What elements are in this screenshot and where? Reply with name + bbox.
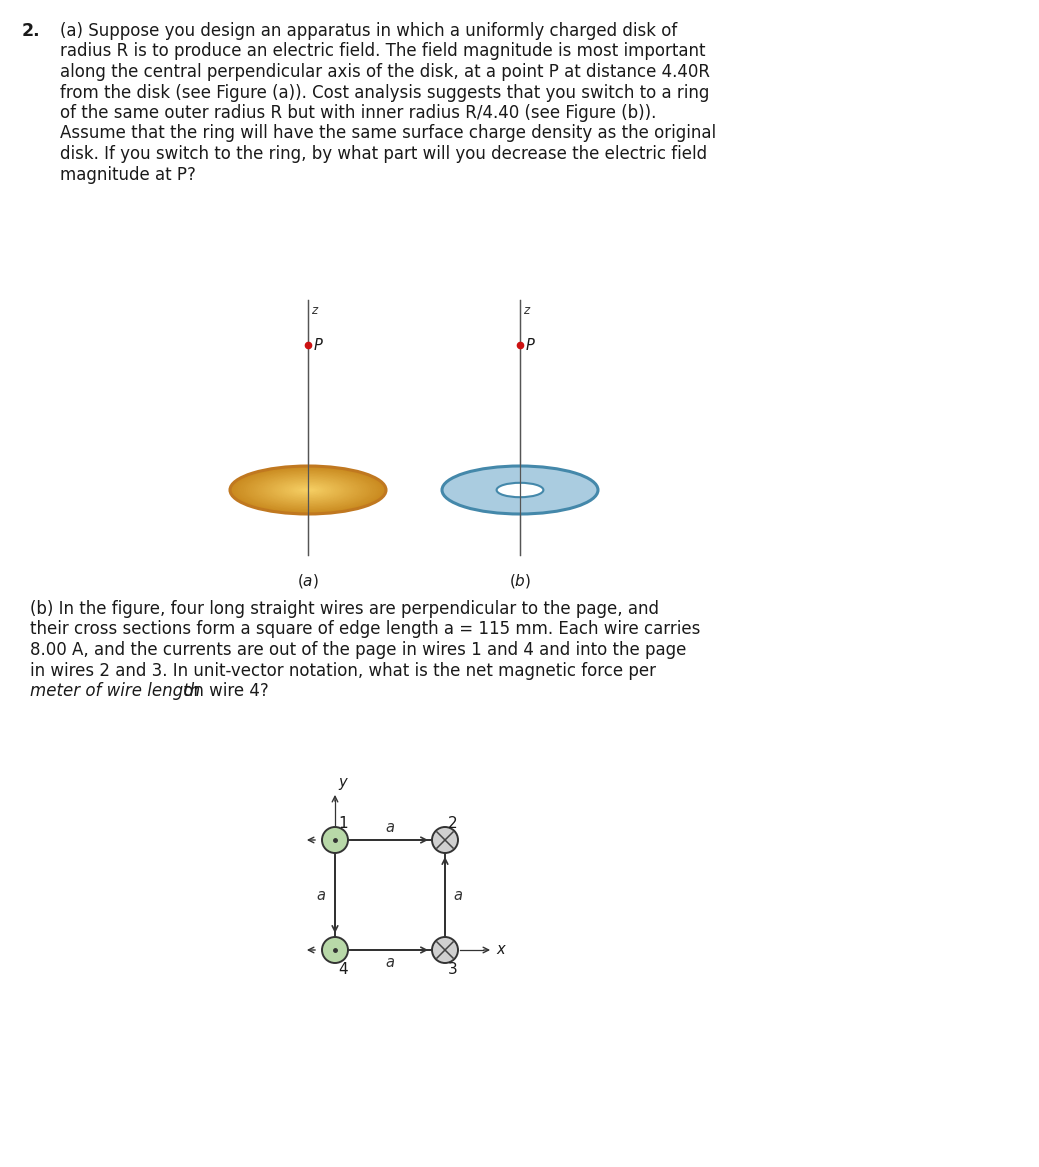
- Text: meter of wire length: meter of wire length: [30, 682, 201, 700]
- Ellipse shape: [254, 473, 363, 506]
- Text: 2: 2: [448, 816, 457, 831]
- Ellipse shape: [263, 476, 353, 504]
- Text: (b) In the figure, four long straight wires are perpendicular to the page, and: (b) In the figure, four long straight wi…: [30, 600, 659, 619]
- Ellipse shape: [242, 469, 374, 510]
- Text: along the central perpendicular axis of the disk, at a point P at distance 4.40R: along the central perpendicular axis of …: [60, 63, 710, 81]
- Ellipse shape: [267, 477, 349, 503]
- Ellipse shape: [249, 471, 367, 508]
- Ellipse shape: [276, 481, 339, 499]
- Text: P: P: [314, 337, 323, 352]
- Text: y: y: [338, 775, 347, 790]
- Ellipse shape: [302, 488, 314, 491]
- Text: a: a: [385, 955, 395, 970]
- Ellipse shape: [281, 482, 336, 498]
- Text: 1: 1: [338, 816, 348, 831]
- Ellipse shape: [278, 481, 338, 499]
- Ellipse shape: [497, 483, 543, 497]
- Ellipse shape: [298, 487, 318, 492]
- Ellipse shape: [256, 474, 361, 506]
- Text: 8.00 A, and the currents are out of the page in wires 1 and 4 and into the page: 8.00 A, and the currents are out of the …: [30, 641, 687, 659]
- Circle shape: [322, 937, 348, 963]
- Text: of the same outer radius R but with inner radius R/4.40 (see Figure (b)).: of the same outer radius R but with inne…: [60, 104, 657, 123]
- Text: x: x: [496, 943, 505, 957]
- Text: 3: 3: [448, 963, 458, 978]
- Ellipse shape: [244, 470, 372, 510]
- Ellipse shape: [236, 468, 380, 512]
- Ellipse shape: [442, 466, 598, 513]
- Ellipse shape: [238, 468, 378, 511]
- Ellipse shape: [247, 471, 369, 509]
- Ellipse shape: [285, 483, 331, 497]
- Text: $(b)$: $(b)$: [509, 572, 531, 591]
- Text: from the disk (see Figure (a)). Cost analysis suggests that you switch to a ring: from the disk (see Figure (a)). Cost ana…: [60, 84, 710, 102]
- Ellipse shape: [234, 467, 382, 512]
- Text: a: a: [453, 887, 462, 902]
- Text: their cross sections form a square of edge length a = 115 mm. Each wire carries: their cross sections form a square of ed…: [30, 621, 700, 638]
- Ellipse shape: [258, 475, 358, 505]
- Text: radius R is to produce an electric field. The field magnitude is most important: radius R is to produce an electric field…: [60, 42, 705, 61]
- Ellipse shape: [240, 469, 376, 511]
- Ellipse shape: [273, 480, 343, 501]
- Ellipse shape: [265, 477, 351, 503]
- Text: z: z: [311, 303, 317, 317]
- Ellipse shape: [269, 478, 347, 502]
- Text: in wires 2 and 3. In unit-vector notation, what is the net magnetic force per: in wires 2 and 3. In unit-vector notatio…: [30, 662, 656, 679]
- Text: P: P: [526, 337, 535, 352]
- Circle shape: [432, 827, 458, 853]
- Ellipse shape: [271, 478, 345, 502]
- Text: z: z: [523, 303, 529, 317]
- Ellipse shape: [307, 489, 310, 490]
- Circle shape: [322, 827, 348, 853]
- Ellipse shape: [283, 482, 334, 498]
- Ellipse shape: [296, 487, 320, 494]
- Ellipse shape: [275, 480, 341, 501]
- Ellipse shape: [230, 466, 387, 513]
- Text: 2.: 2.: [22, 22, 41, 40]
- Text: a: a: [316, 887, 325, 902]
- Ellipse shape: [304, 489, 312, 491]
- Text: magnitude at P?: magnitude at P?: [60, 166, 196, 183]
- Text: Assume that the ring will have the same surface charge density as the original: Assume that the ring will have the same …: [60, 125, 716, 142]
- Ellipse shape: [291, 484, 325, 496]
- Ellipse shape: [251, 473, 365, 508]
- Ellipse shape: [287, 483, 329, 497]
- Ellipse shape: [294, 485, 322, 494]
- Ellipse shape: [300, 488, 316, 492]
- Circle shape: [432, 937, 458, 963]
- Text: $(a)$: $(a)$: [297, 572, 319, 591]
- Ellipse shape: [260, 475, 356, 505]
- Ellipse shape: [289, 484, 327, 496]
- Text: 4: 4: [338, 963, 348, 978]
- Text: disk. If you switch to the ring, by what part will you decrease the electric fie: disk. If you switch to the ring, by what…: [60, 145, 708, 163]
- Ellipse shape: [245, 470, 370, 509]
- Ellipse shape: [292, 485, 323, 495]
- Text: on wire 4?: on wire 4?: [178, 682, 269, 700]
- Text: a: a: [385, 820, 395, 836]
- Ellipse shape: [232, 467, 384, 513]
- Text: (a) Suppose you design an apparatus in which a uniformly charged disk of: (a) Suppose you design an apparatus in w…: [60, 22, 677, 40]
- Ellipse shape: [261, 476, 354, 504]
